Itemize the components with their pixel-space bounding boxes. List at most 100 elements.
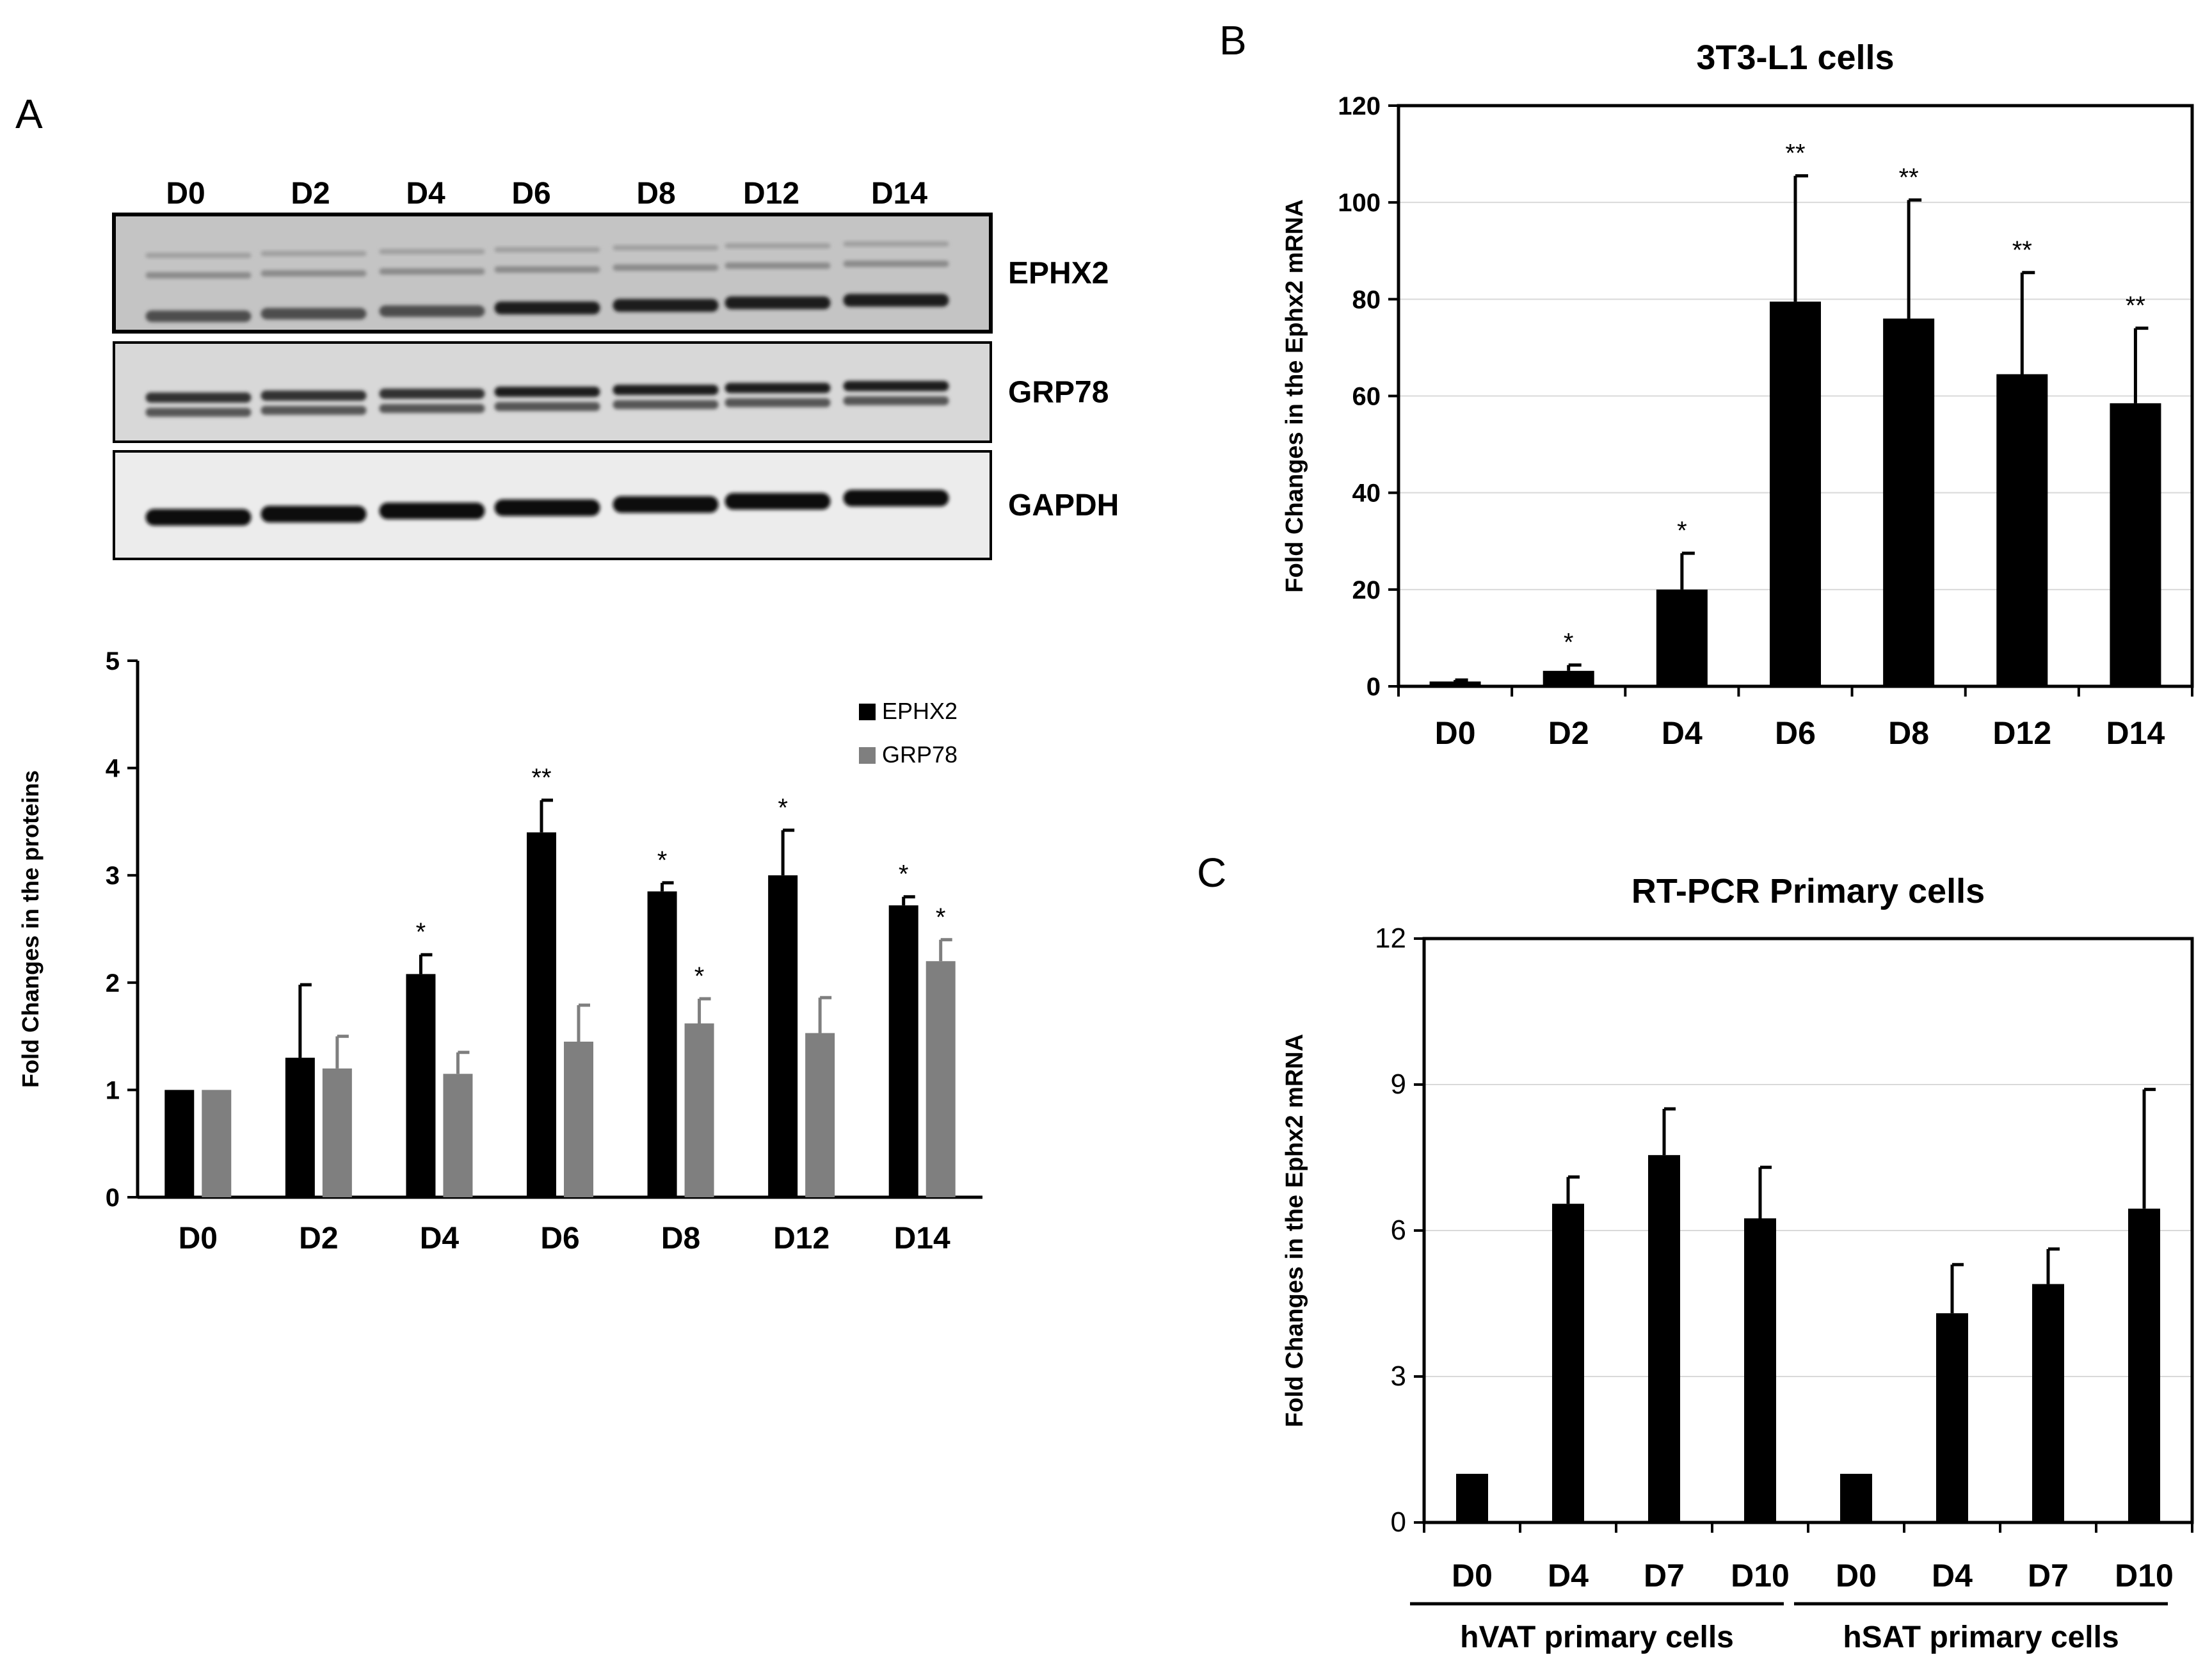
significance-marker: * bbox=[416, 918, 426, 946]
bar-ephx2-mrna-d6 bbox=[1770, 302, 1821, 686]
blot-band-grp78 bbox=[494, 387, 600, 397]
group-label: hVAT primary cells bbox=[1460, 1620, 1734, 1654]
y-tick-label: 5 bbox=[106, 647, 120, 675]
blot-band-ephx2-faint bbox=[260, 270, 367, 277]
significance-marker: * bbox=[657, 846, 668, 875]
blot-band-ephx2 bbox=[379, 305, 485, 317]
blot-band-grp78 bbox=[379, 389, 485, 399]
bar-ephx2-mrna-d4 bbox=[1552, 1204, 1584, 1522]
y-tick-label: 0 bbox=[1366, 673, 1381, 701]
bar-grp78-d4 bbox=[443, 1074, 473, 1197]
x-tick-label: D6 bbox=[540, 1222, 579, 1255]
chart-c-primary-cells-mrna: 0 3 6 9 12 D0 D4 D7 D10 D0 D4 D7 D10 RT-PCR Primary c… bbox=[1281, 872, 2194, 1654]
x-tick-label: D10 bbox=[2115, 1558, 2174, 1594]
blot-band-grp78 bbox=[379, 404, 485, 413]
significance-marker: * bbox=[899, 860, 909, 889]
x-tick-label: D7 bbox=[1644, 1558, 1685, 1594]
blot-band-ephx2-faint bbox=[613, 264, 719, 271]
y-tick-label: 6 bbox=[1391, 1215, 1406, 1246]
bar-ephx2-mrna-d10 bbox=[1744, 1218, 1776, 1522]
y-tick-label: 120 bbox=[1338, 92, 1381, 120]
blot-band-ephx2 bbox=[145, 311, 252, 322]
blot-band-ephx2-faint bbox=[843, 261, 949, 267]
x-tick-label: D4 bbox=[1548, 1558, 1589, 1594]
y-tick-label: 1 bbox=[106, 1076, 120, 1104]
bar-ephx2-mrna-d7 bbox=[2032, 1284, 2064, 1522]
blot-band-grp78 bbox=[725, 383, 831, 393]
blot-band-grp78 bbox=[725, 398, 831, 407]
bar-grp78-d0 bbox=[202, 1090, 232, 1197]
x-tick-label: D12 bbox=[773, 1222, 830, 1255]
blot-band-ephx2 bbox=[613, 299, 719, 312]
y-axis-label: Fold Changes in the Ephx2 mRNA bbox=[1281, 199, 1308, 592]
y-tick-label: 3 bbox=[106, 862, 120, 890]
x-tick-label: D0 bbox=[1452, 1558, 1493, 1594]
y-tick-label: 9 bbox=[1391, 1069, 1406, 1100]
legend-label: GRP78 bbox=[882, 741, 958, 768]
significance-marker: ** bbox=[531, 764, 551, 792]
bar-ephx2-d4 bbox=[406, 974, 436, 1197]
blot-row-label: GRP78 bbox=[1008, 376, 1109, 410]
x-tick-label: D12 bbox=[1992, 715, 2051, 751]
blot-band-ephx2-faint bbox=[145, 253, 252, 258]
blot-lane-label: D0 bbox=[166, 177, 205, 211]
blot-lane-label: D12 bbox=[743, 177, 799, 211]
bar-grp78-d12 bbox=[805, 1033, 835, 1197]
significance-marker: ** bbox=[1785, 140, 1805, 168]
blot-band-ephx2-faint bbox=[379, 268, 485, 275]
y-tick-label: 80 bbox=[1352, 286, 1381, 314]
blot-lane-label: D2 bbox=[291, 177, 330, 211]
blot-band-grp78 bbox=[613, 400, 719, 409]
blot-band-ephx2-faint bbox=[843, 241, 949, 246]
significance-marker: * bbox=[1677, 517, 1687, 545]
chart-title: RT-PCR Primary cells bbox=[1631, 872, 1985, 910]
blot-band-ephx2-faint bbox=[494, 266, 600, 273]
x-tick-label: D0 bbox=[1836, 1558, 1877, 1594]
blot-band-gapdh bbox=[725, 493, 831, 510]
blot-lane-label: D8 bbox=[636, 177, 675, 211]
x-tick-label: D4 bbox=[1932, 1558, 1973, 1594]
panel-letter-c: C bbox=[1197, 850, 1226, 896]
blot-band-ephx2-faint bbox=[145, 272, 252, 278]
x-tick-label: D14 bbox=[2106, 715, 2165, 751]
blot-band-ephx2 bbox=[260, 308, 367, 319]
y-axis-label: Fold Changes in the proteins bbox=[17, 770, 44, 1088]
x-tick-label: D6 bbox=[1775, 715, 1816, 751]
blot-band-gapdh bbox=[379, 503, 485, 519]
blot-band-gapdh bbox=[260, 506, 367, 522]
blot-band-grp78 bbox=[613, 385, 719, 395]
bar-ephx2-mrna-d14 bbox=[2110, 403, 2161, 686]
western-blot: D0 D2 D4 D6 D8 D12 D14 EPHX2 GRP78 GAPDH bbox=[112, 177, 1119, 560]
x-tick-label: D4 bbox=[1662, 715, 1703, 751]
blot-row-label: EPHX2 bbox=[1008, 257, 1109, 291]
x-tick-label: D14 bbox=[894, 1222, 950, 1255]
bar-ephx2-mrna-d4 bbox=[1656, 589, 1708, 686]
y-tick-label: 3 bbox=[1391, 1360, 1406, 1392]
bar-ephx2-mrna-d12 bbox=[1996, 374, 2048, 686]
bar-ephx2-d2 bbox=[285, 1058, 315, 1197]
bar-ephx2-mrna-d8 bbox=[1883, 318, 1935, 687]
bar-ephx2-mrna-d4 bbox=[1936, 1313, 1968, 1522]
blot-band-gapdh bbox=[494, 499, 600, 516]
y-tick-label: 100 bbox=[1338, 189, 1381, 217]
x-tick-label: D4 bbox=[420, 1222, 460, 1255]
significance-marker: ** bbox=[2012, 236, 2032, 264]
significance-marker: ** bbox=[1899, 163, 1919, 191]
x-tick-label: D10 bbox=[1731, 1558, 1790, 1594]
significance-marker: * bbox=[778, 794, 788, 822]
blot-band-ephx2 bbox=[843, 294, 949, 307]
bar-ephx2-mrna-d0 bbox=[1840, 1474, 1872, 1522]
bar-ephx2-d6 bbox=[527, 832, 556, 1197]
blot-band-grp78 bbox=[145, 392, 252, 403]
legend-label: EPHX2 bbox=[882, 698, 958, 724]
bar-grp78-d14 bbox=[926, 961, 956, 1197]
x-tick-label: D2 bbox=[1548, 715, 1589, 751]
blot-band-ephx2-faint bbox=[725, 243, 831, 248]
blot-band-gapdh bbox=[145, 509, 252, 526]
blot-row-label: GAPDH bbox=[1008, 488, 1119, 522]
blot-band-ephx2-faint bbox=[494, 247, 600, 252]
blot-band-grp78 bbox=[494, 402, 600, 411]
blot-band-grp78 bbox=[260, 406, 367, 415]
